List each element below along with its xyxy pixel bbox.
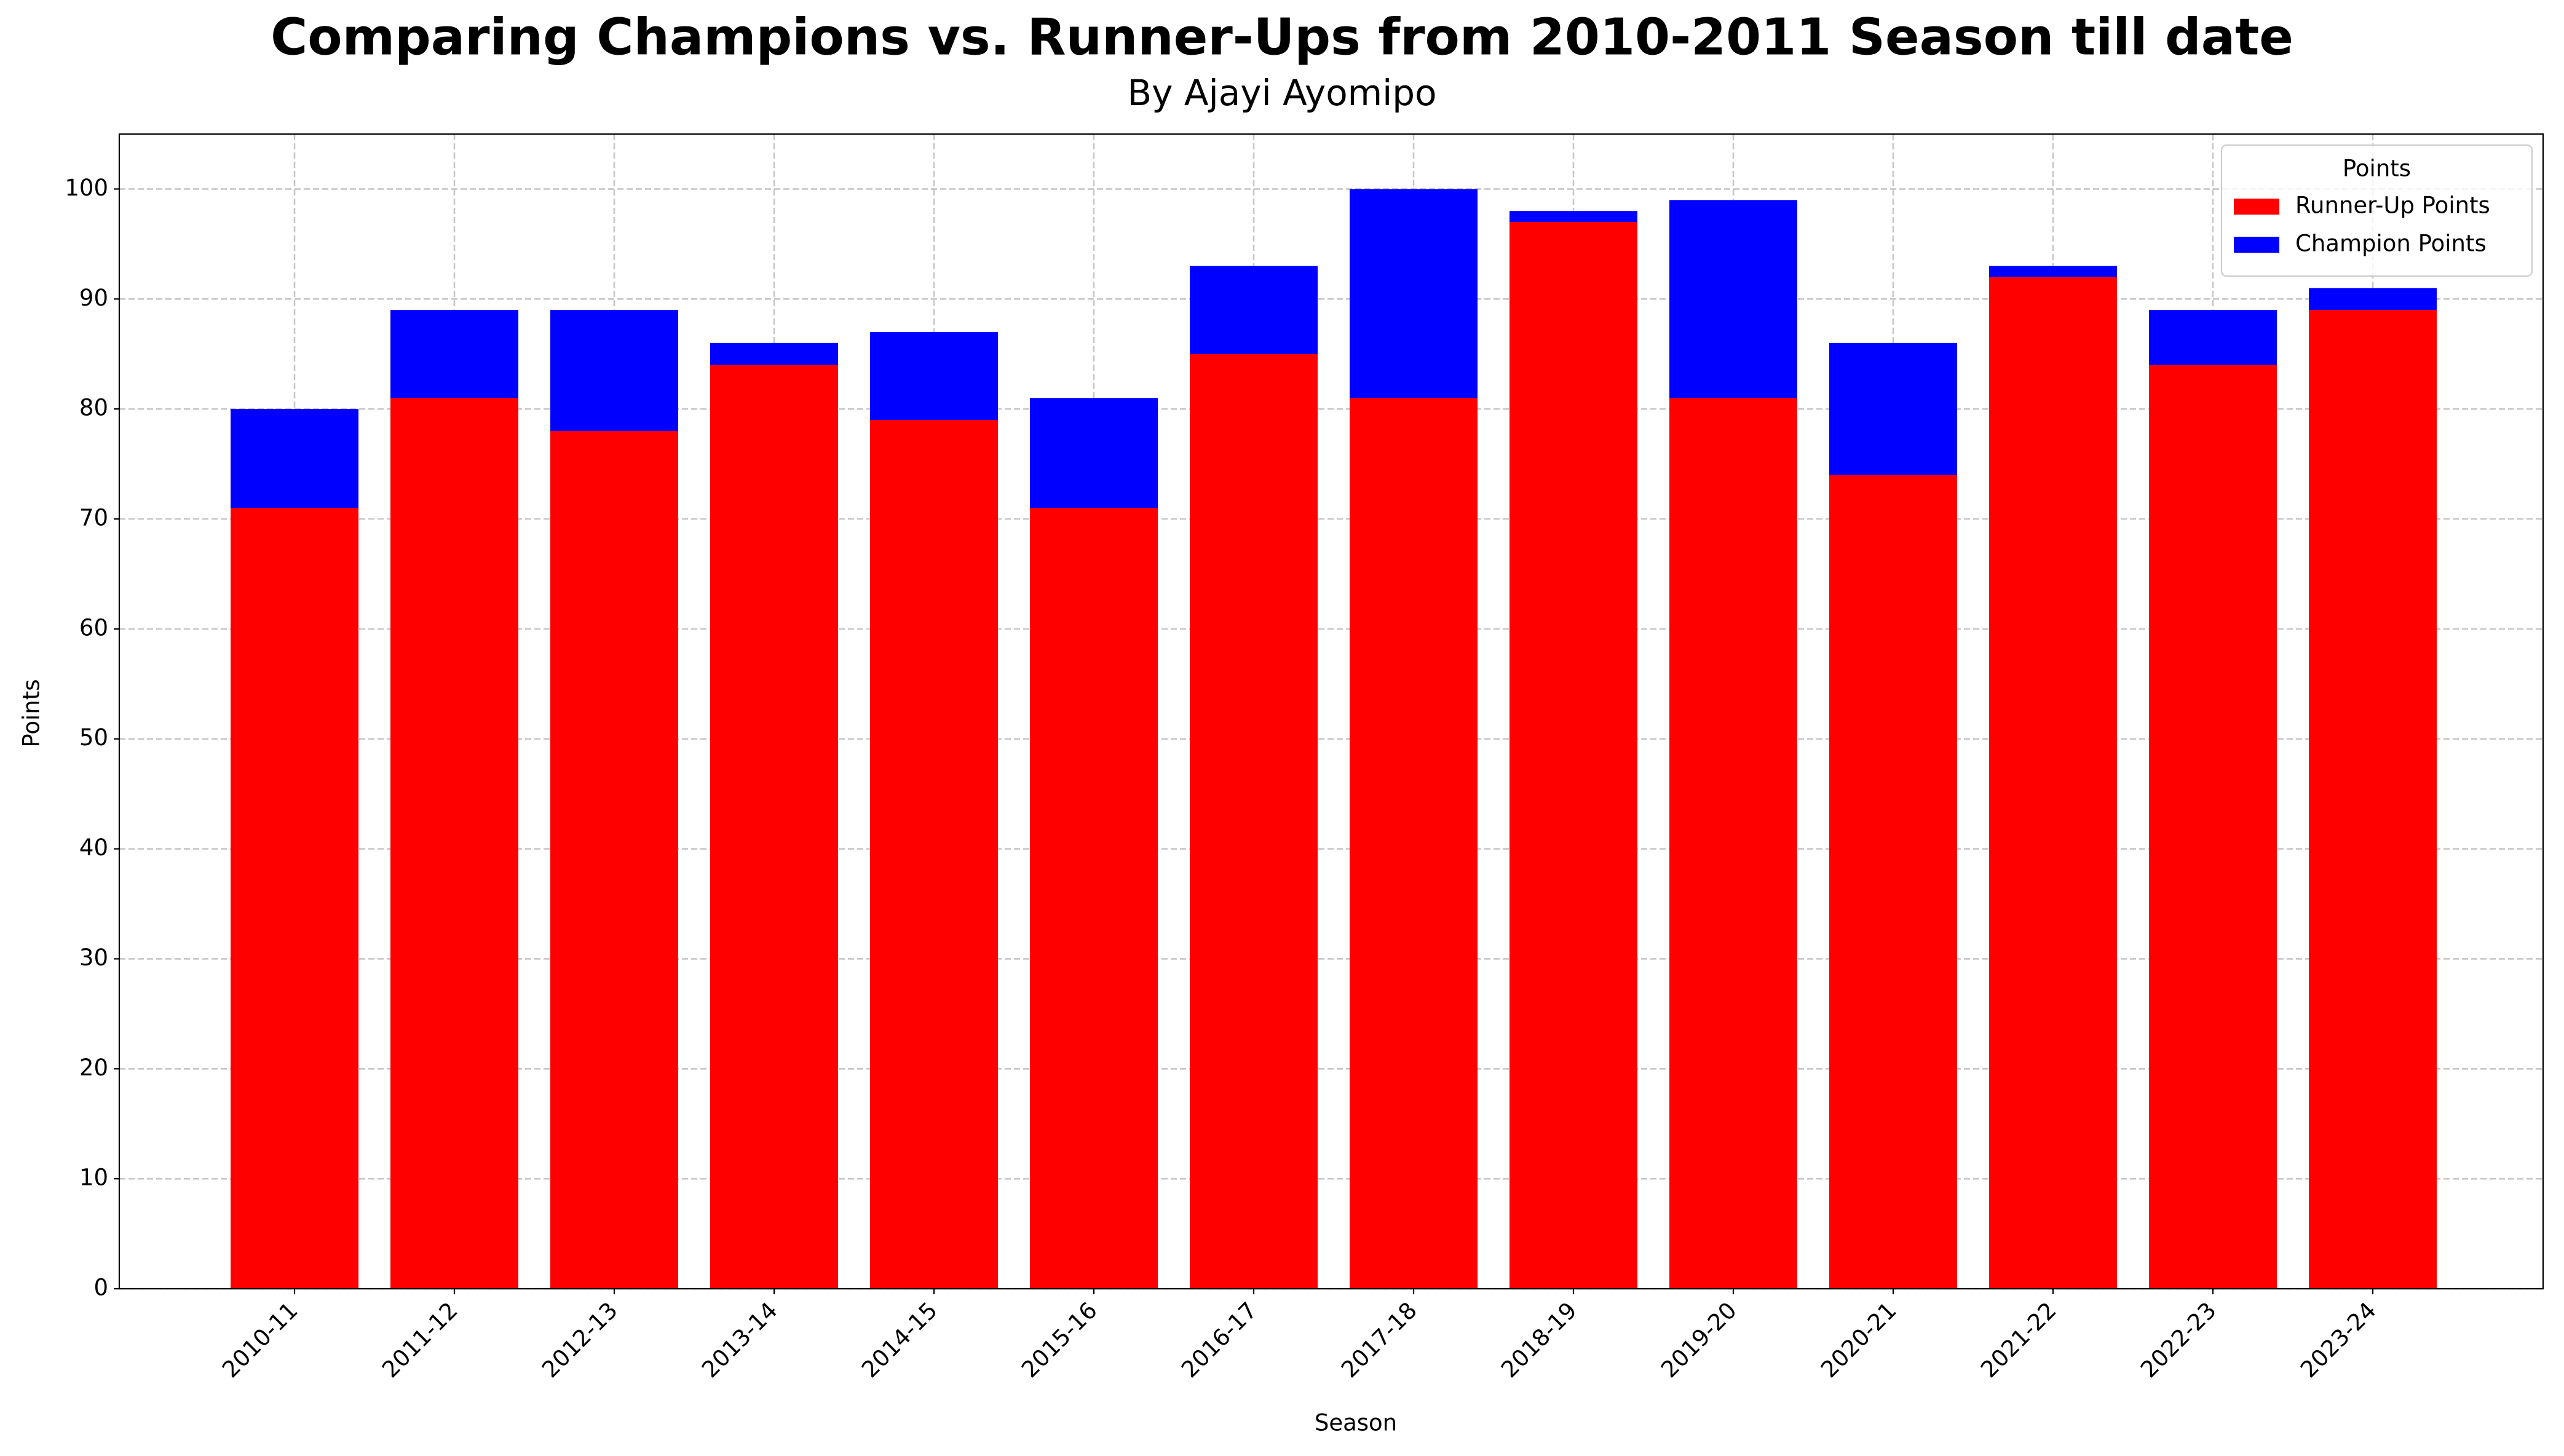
x-tick-label: 2019-20 xyxy=(1656,1297,1742,1383)
x-tick-label: 2020-21 xyxy=(1816,1297,1902,1383)
x-tick-label: 2016-17 xyxy=(1176,1297,1262,1383)
plot-frame xyxy=(118,133,2544,1290)
bar xyxy=(1510,222,1637,1289)
y-tick-label: 10 xyxy=(79,1165,108,1191)
y-tick-label: 90 xyxy=(79,285,108,311)
y-tick-label: 80 xyxy=(79,395,108,421)
chart-title: Comparing Champions vs. Runner-Ups from … xyxy=(271,8,2293,66)
bar xyxy=(2309,310,2437,1289)
y-tick-label: 70 xyxy=(79,505,108,531)
bar xyxy=(1669,398,1797,1289)
y-tick-label: 60 xyxy=(79,614,108,641)
x-tick-label: 2011-12 xyxy=(377,1297,463,1383)
x-tick-label: 2015-16 xyxy=(1016,1297,1102,1383)
legend-swatch xyxy=(2234,199,2279,215)
x-tick-label: 2018-19 xyxy=(1496,1297,1582,1383)
y-tick-label: 40 xyxy=(79,834,108,861)
x-tick-label: 2012-13 xyxy=(537,1297,623,1383)
y-tick-label: 20 xyxy=(79,1054,108,1081)
x-axis-label: Season xyxy=(1315,1410,1397,1436)
legend-label: Champion Points xyxy=(2295,231,2487,257)
bar xyxy=(1030,508,1158,1289)
legend-box xyxy=(2220,144,2533,277)
bar xyxy=(1989,277,2117,1289)
y-tick-label: 50 xyxy=(79,724,108,751)
legend-swatch xyxy=(2234,237,2279,253)
y-tick-label: 100 xyxy=(65,175,108,201)
bar xyxy=(1829,475,1957,1289)
bar xyxy=(550,430,678,1289)
y-tick-label: 30 xyxy=(79,944,108,971)
bar xyxy=(1350,398,1478,1289)
bar xyxy=(710,365,838,1289)
bar xyxy=(2149,365,2277,1289)
bar xyxy=(231,508,358,1289)
x-tick-label: 2023-24 xyxy=(2295,1297,2381,1383)
x-tick-label: 2010-11 xyxy=(217,1297,303,1383)
legend-label: Runner-Up Points xyxy=(2295,192,2490,219)
bar xyxy=(870,420,998,1289)
y-axis-label: Points xyxy=(18,679,45,747)
x-tick-label: 2021-22 xyxy=(1976,1297,2062,1383)
x-tick-label: 2017-18 xyxy=(1336,1297,1422,1383)
x-tick-label: 2022-23 xyxy=(2135,1297,2222,1383)
bar xyxy=(1190,354,1318,1289)
chart-subtitle: By Ajayi Ayomipo xyxy=(1127,72,1436,114)
y-tick-label: 0 xyxy=(93,1275,108,1301)
x-tick-label: 2014-15 xyxy=(857,1297,943,1383)
x-tick-label: 2013-14 xyxy=(697,1297,783,1383)
bar xyxy=(390,398,518,1289)
legend-title: Points xyxy=(2343,156,2411,182)
